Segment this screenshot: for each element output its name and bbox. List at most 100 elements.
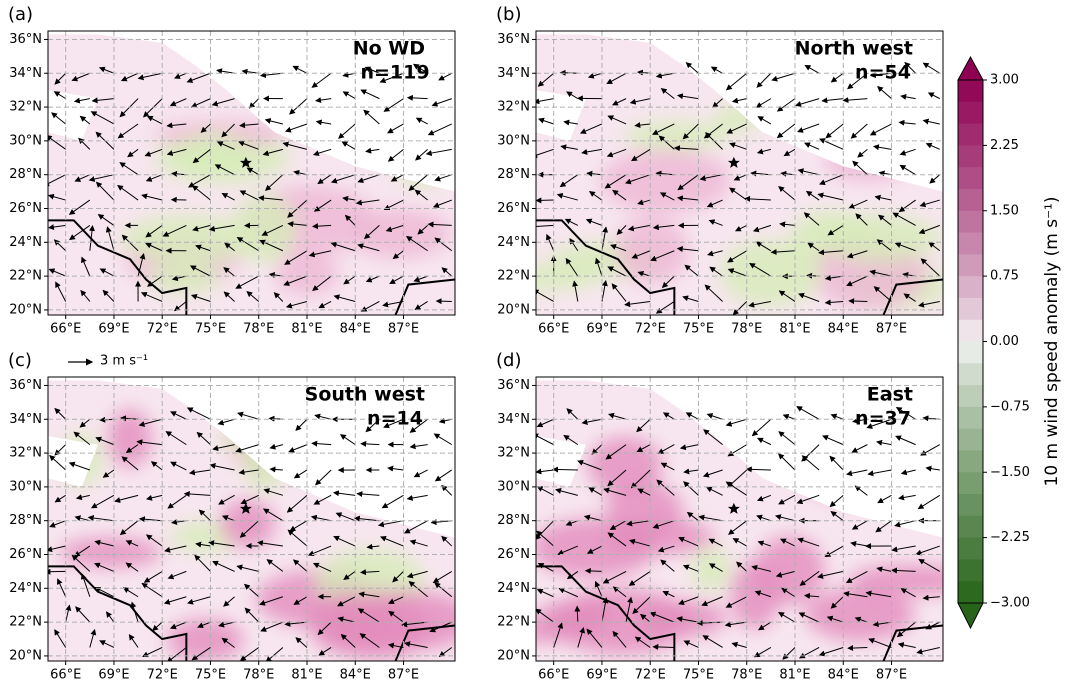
wind-arrow <box>292 65 308 74</box>
wind-arrow <box>315 97 332 104</box>
wind-arrow <box>295 418 308 431</box>
wind-arrow <box>171 275 187 282</box>
wind-arrow <box>660 87 675 100</box>
wind-arrow <box>555 488 578 496</box>
wind-arrow <box>122 587 139 598</box>
wind-arrow <box>138 418 163 427</box>
lat-tick-label: 24°N <box>497 581 530 596</box>
wind-arrow <box>636 444 651 453</box>
wind-arrow <box>649 611 675 623</box>
lon-tick-label: 69°E <box>98 322 129 337</box>
mask-tl <box>48 436 98 487</box>
station-star <box>727 502 740 514</box>
mountain-mask <box>48 377 455 538</box>
wind-arrow <box>612 189 627 201</box>
wind-arrow <box>340 633 356 648</box>
wind-arrow <box>65 604 72 623</box>
lon-tick-label: 78°E <box>731 322 762 337</box>
colorbar-tick-label: 2.25 <box>990 138 1019 153</box>
wind-arrow <box>799 571 820 586</box>
lon-tick-label: 72°E <box>147 668 178 683</box>
border <box>536 565 676 661</box>
wind-arrow <box>343 275 356 285</box>
wind-arrow <box>223 291 235 302</box>
wind-arrow <box>601 279 608 302</box>
wind-arrow <box>48 545 66 553</box>
wind-arrow <box>894 242 916 252</box>
wind-arrow <box>121 456 139 471</box>
wind-arrow <box>536 486 554 496</box>
wind-arrow <box>105 226 115 251</box>
wind-arrow <box>900 588 916 598</box>
wind-arrow <box>425 148 452 156</box>
colorbar-tick-label: 3.00 <box>990 73 1019 88</box>
wind-arrow <box>574 605 581 623</box>
wind-arrow <box>138 516 163 523</box>
wind-arrow <box>221 515 235 522</box>
lon-tick-label: 72°E <box>635 322 666 337</box>
wind-arrow <box>673 145 699 152</box>
colorbar-segment <box>958 210 983 234</box>
wind-arrow <box>897 642 916 648</box>
wind-arrow <box>330 174 356 184</box>
wind-arrow <box>240 494 259 505</box>
panel-label: (d) <box>496 350 521 371</box>
panel-title: North west <box>795 38 913 60</box>
wind-arrow <box>366 543 380 550</box>
wind-arrow <box>751 564 771 572</box>
wind-arrow <box>778 612 796 623</box>
wind-arrow <box>432 199 452 208</box>
anomaly-blob <box>587 436 663 495</box>
wind-arrow <box>626 520 651 527</box>
wind-arrow <box>173 301 187 312</box>
wind-arrow <box>830 511 844 522</box>
wind-arrow <box>88 174 115 182</box>
wind-arrow <box>725 72 748 91</box>
wind-arrow <box>145 242 163 252</box>
wind-arrow <box>90 111 115 125</box>
wind-arrow <box>900 93 916 100</box>
wind-arrow <box>657 444 675 454</box>
wind-arrow <box>273 292 284 302</box>
mask-tl <box>48 90 98 141</box>
wind-arrow <box>851 444 868 453</box>
wind-arrow <box>776 123 796 139</box>
wind-arrow <box>845 570 868 583</box>
lat-tick-label: 28°N <box>497 167 530 182</box>
wind-arrow <box>876 566 892 573</box>
wind-arrow <box>586 545 603 554</box>
station-star <box>727 156 740 168</box>
wind-arrow <box>727 250 747 263</box>
wind-arrow <box>602 570 627 584</box>
lon-tick-label: 69°E <box>586 668 617 683</box>
wind-arrow <box>73 97 90 104</box>
wind-arrow <box>733 174 747 181</box>
wind-arrow <box>264 118 283 125</box>
map-field <box>48 31 455 315</box>
wind-arrow <box>771 72 796 82</box>
wind-arrow <box>650 250 675 262</box>
wind-arrow <box>221 193 235 201</box>
wind-arrow <box>702 635 723 648</box>
lon-tick-label: 72°E <box>635 668 666 683</box>
wind-arrow <box>388 610 404 623</box>
wind-arrow <box>819 138 844 150</box>
wind-arrow <box>95 436 115 446</box>
wind-arrow <box>852 160 868 176</box>
panel-label: (a) <box>8 4 33 25</box>
wind-arrow <box>208 224 235 232</box>
wind-arrow <box>611 283 627 302</box>
wind-arrow <box>632 596 651 615</box>
colorbar-bottom-tip <box>957 602 984 630</box>
wind-arrow <box>628 538 651 547</box>
wind-arrow <box>745 466 771 473</box>
wind-arrow <box>360 89 380 100</box>
wind-arrow <box>601 226 609 251</box>
wind-arrow <box>919 199 940 208</box>
wind-arrow <box>652 643 675 650</box>
wind-arrow <box>677 174 699 191</box>
border-east <box>394 278 455 315</box>
wind-arrow <box>125 540 139 547</box>
wind-arrow <box>868 638 892 648</box>
wind-arrow <box>186 72 211 83</box>
